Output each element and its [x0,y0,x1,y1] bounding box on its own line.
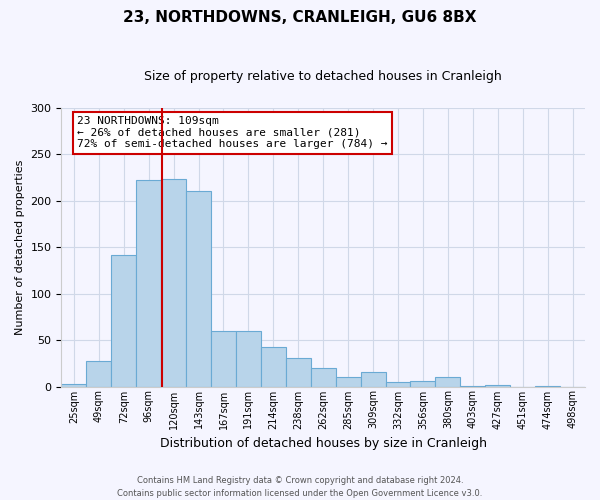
Title: Size of property relative to detached houses in Cranleigh: Size of property relative to detached ho… [145,70,502,83]
Bar [236,331,261,386]
Bar [136,180,161,386]
Bar [61,384,86,386]
X-axis label: Distribution of detached houses by size in Cranleigh: Distribution of detached houses by size … [160,437,487,450]
Bar [335,377,361,386]
Bar [286,358,311,386]
Bar [186,192,211,386]
Bar [410,381,436,386]
Bar [161,180,186,386]
Bar [436,377,460,386]
Bar [261,346,286,387]
Bar [361,372,386,386]
Text: 23 NORTHDOWNS: 109sqm
← 26% of detached houses are smaller (281)
72% of semi-det: 23 NORTHDOWNS: 109sqm ← 26% of detached … [77,116,388,150]
Bar [386,382,410,386]
Text: 23, NORTHDOWNS, CRANLEIGH, GU6 8BX: 23, NORTHDOWNS, CRANLEIGH, GU6 8BX [123,10,477,25]
Text: Contains HM Land Registry data © Crown copyright and database right 2024.
Contai: Contains HM Land Registry data © Crown c… [118,476,482,498]
Bar [485,384,510,386]
Y-axis label: Number of detached properties: Number of detached properties [15,160,25,335]
Bar [111,254,136,386]
Bar [86,362,111,386]
Bar [211,331,236,386]
Bar [311,368,335,386]
